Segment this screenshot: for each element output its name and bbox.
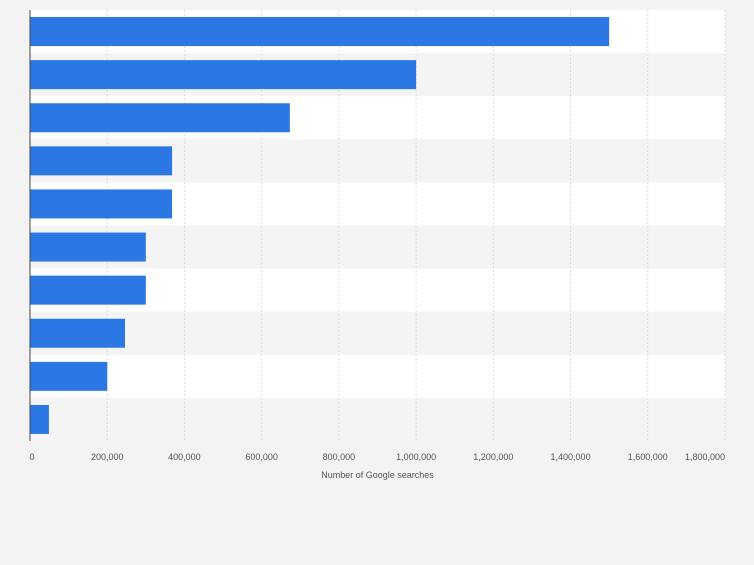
bar[interactable] — [30, 17, 610, 47]
x-axis-title: Number of Google searches — [321, 470, 434, 480]
row-band — [30, 311, 725, 355]
bars — [30, 17, 610, 434]
bar[interactable] — [30, 146, 173, 176]
row-band — [30, 354, 725, 398]
bar[interactable] — [30, 275, 146, 305]
bar[interactable] — [30, 60, 417, 90]
x-tick-label: 800,000 — [323, 452, 356, 462]
bar[interactable] — [30, 189, 173, 219]
x-tick-label: 1,400,000 — [551, 452, 591, 462]
x-tick-label: 200,000 — [91, 452, 124, 462]
x-tick-label: 400,000 — [168, 452, 201, 462]
x-tick-label: 1,000,000 — [396, 452, 436, 462]
bar[interactable] — [30, 232, 146, 262]
bar[interactable] — [30, 361, 108, 391]
x-tick-label: 0 — [29, 452, 34, 462]
x-tick-labels: 0 200,000 400,000 600,000 800,000 1,000,000 1,… — [29, 452, 725, 462]
bar[interactable] — [30, 318, 125, 348]
x-tick-label: 600,000 — [245, 452, 278, 462]
x-tick-label: 1,800,000 — [685, 452, 725, 462]
x-tick-label: 1,200,000 — [473, 452, 513, 462]
row-band — [30, 397, 725, 441]
bar[interactable] — [30, 103, 290, 133]
x-tick-label: 1,600,000 — [628, 452, 668, 462]
bar[interactable] — [30, 404, 49, 434]
